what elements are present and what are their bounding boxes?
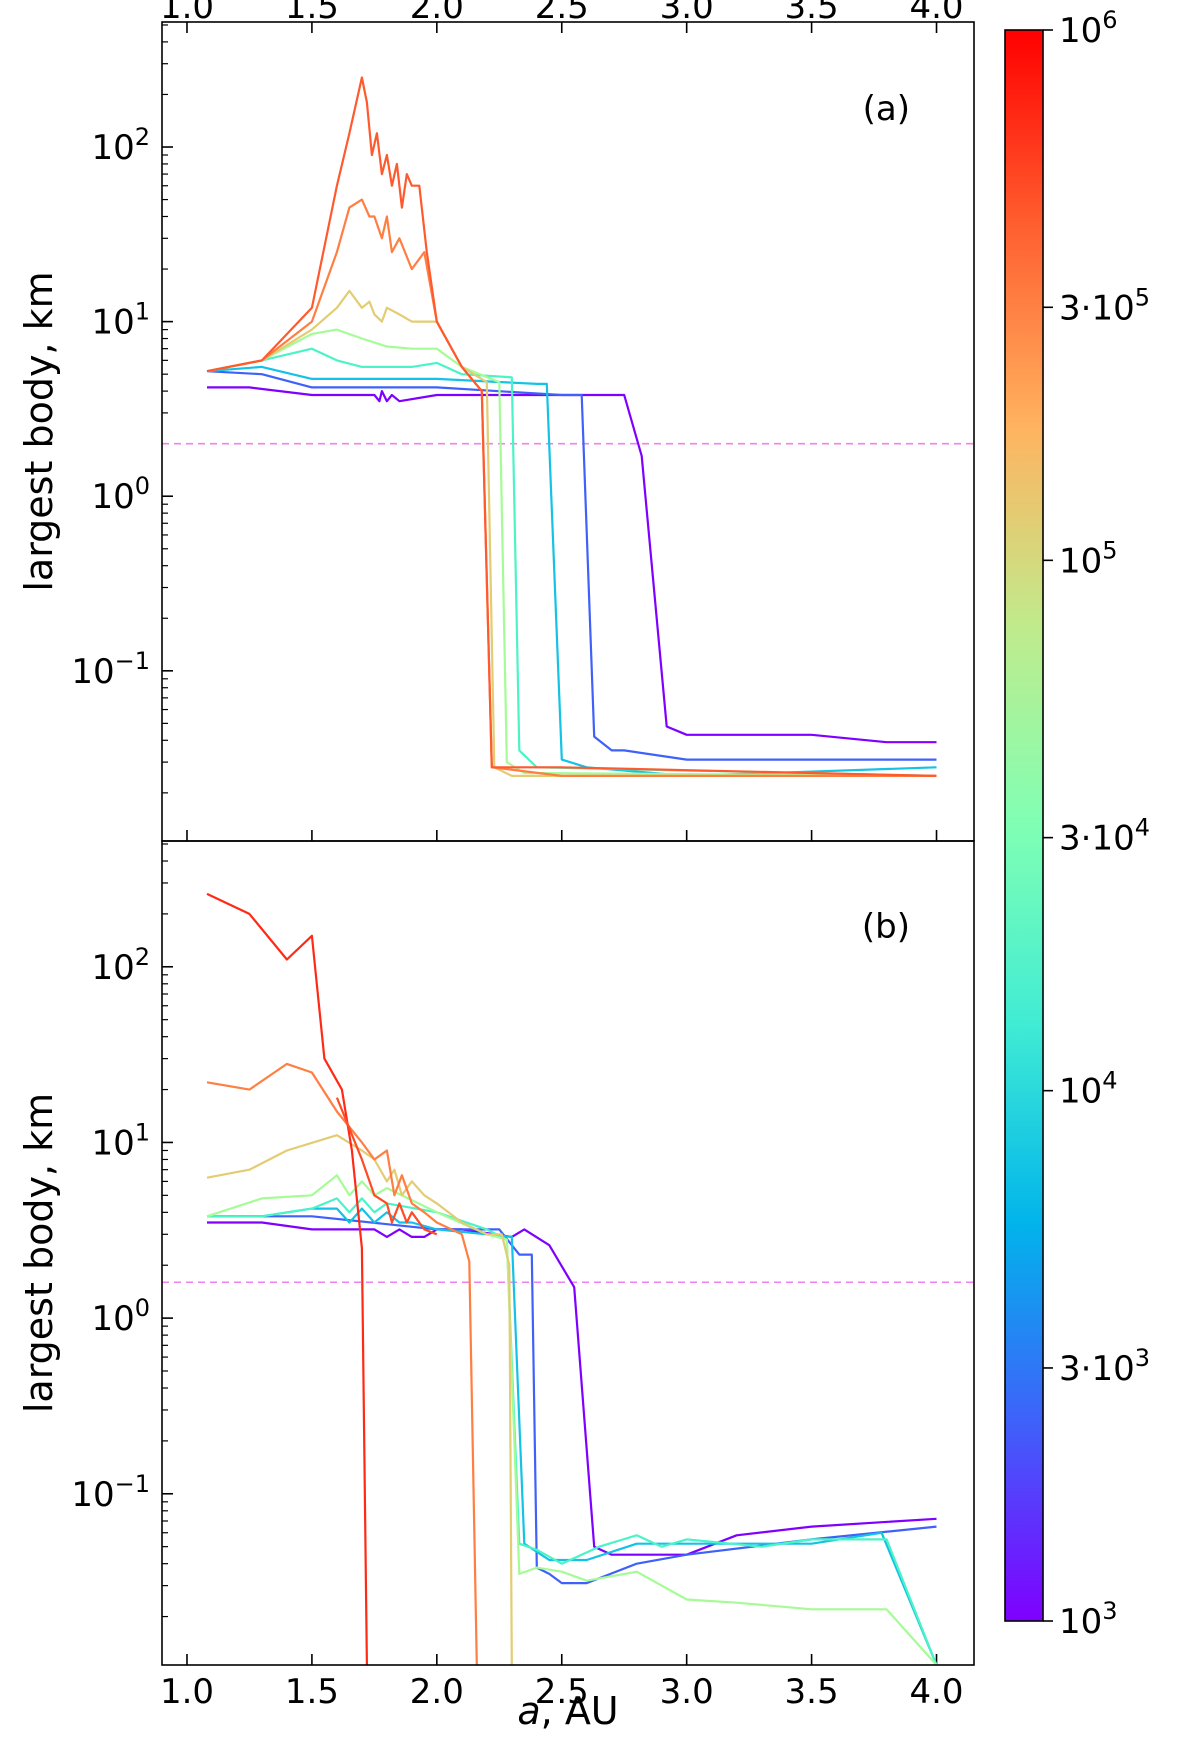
series-line (207, 1197, 938, 1665)
y-tick-label-base: 10 (91, 948, 134, 988)
colorbar-tick-label-base: 10 (1059, 11, 1102, 51)
y-tick-label: 102 (91, 123, 150, 168)
x-tick-label-top: 2.0 (410, 0, 464, 27)
colorbar-tick-label-base: 10 (1091, 288, 1134, 328)
y-tick-label-exp: 0 (135, 1294, 150, 1322)
series-line (206, 289, 937, 778)
colorbar-tick-label-base: 10 (1059, 1072, 1102, 1112)
series-line (206, 892, 368, 1665)
series-line (206, 370, 937, 761)
series-line (206, 365, 937, 778)
series-line (207, 1207, 938, 1665)
y-tick-label-base: 10 (71, 652, 114, 692)
colorbar-tick-label: 104 (1059, 1067, 1118, 1112)
x-axis-label: a, AU (517, 1689, 618, 1733)
colorbar-tick-label-exp: 5 (1102, 536, 1117, 564)
colorbar-tick-label-base: 10 (1059, 541, 1102, 581)
y-tick-label: 10−1 (71, 1470, 150, 1515)
colorbar-tick-label: 3·105 (1059, 283, 1150, 328)
colorbar-tick-label-prefix: 3· (1059, 288, 1091, 328)
y-tick-label-exp: −1 (115, 1470, 150, 1498)
y-tick-label-base: 10 (91, 1123, 134, 1163)
series-line (335, 1097, 438, 1236)
colorbar-tick-label-prefix: 3· (1059, 1349, 1091, 1389)
panel-label: (b) (862, 907, 910, 947)
colorbar-tick-label-base: 10 (1059, 1602, 1102, 1642)
y-axis-label: largest body, km (17, 1093, 61, 1413)
x-tick-label-bottom: 1.5 (285, 1672, 339, 1712)
x-tick-label-bottom: 2.5 (535, 1672, 589, 1712)
y-tick-label-base: 10 (91, 303, 134, 343)
x-tick-label-top: 3.5 (785, 0, 839, 27)
x-tick-label-bottom: 2.0 (410, 1672, 464, 1712)
colorbar-tick-label-exp: 3 (1135, 1344, 1150, 1372)
x-tick-label-top: 3.0 (660, 0, 714, 27)
colorbar-tick-label-exp: 3 (1102, 1597, 1117, 1625)
x-tick-label-top: 4.0 (909, 0, 963, 27)
series-group (206, 892, 938, 1665)
series-line (206, 1062, 478, 1665)
series-line (206, 1134, 513, 1665)
y-tick-label: 101 (91, 1118, 150, 1163)
colorbar-tick-label-exp: 5 (1135, 283, 1150, 311)
series-line (206, 347, 937, 777)
y-tick-label-exp: 2 (135, 943, 150, 971)
y-tick-label-base: 10 (91, 128, 134, 168)
y-tick-label: 10−1 (71, 647, 150, 692)
x-tick-label-top: 1.5 (285, 0, 339, 27)
x-tick-label-bottom: 1.0 (160, 1672, 214, 1712)
x-tick-label-bottom: 3.0 (660, 1672, 714, 1712)
x-axis-label-text: a, AU (517, 1689, 618, 1733)
y-tick-label-base: 10 (91, 477, 134, 517)
colorbar-tick-label-base: 10 (1091, 819, 1134, 859)
plot-frame (161, 840, 975, 1666)
y-tick-label-exp: 2 (135, 123, 150, 151)
series-line (206, 1174, 938, 1665)
series-group (206, 76, 937, 778)
y-tick-label-exp: 1 (135, 298, 150, 326)
series-line (207, 1215, 937, 1585)
series-line (207, 1221, 937, 1556)
colorbar-gradient (1004, 29, 1044, 1622)
colorbar-tick-label-prefix: 3· (1059, 819, 1091, 859)
y-tick-label: 100 (91, 472, 150, 517)
colorbar-tick-label: 3·104 (1059, 814, 1150, 859)
colorbar-tick-label-exp: 6 (1102, 6, 1117, 34)
x-tick-label-bottom: 4.0 (909, 1672, 963, 1712)
y-tick-label-exp: 0 (135, 472, 150, 500)
x-tick-label-bottom: 3.5 (785, 1672, 839, 1712)
x-axis-label-var: a (517, 1689, 540, 1733)
series-line (206, 76, 937, 777)
y-tick-label: 101 (91, 298, 150, 343)
y-tick-label-exp: −1 (115, 647, 150, 675)
series-line (207, 386, 937, 744)
y-tick-label: 102 (91, 943, 150, 988)
colorbar-tick-label-exp: 4 (1102, 1067, 1117, 1095)
y-tick-label-base: 10 (91, 1299, 134, 1339)
colorbar-tick-label: 103 (1059, 1597, 1118, 1642)
y-tick-label: 100 (91, 1294, 150, 1339)
plot-frame (161, 21, 975, 842)
colorbar-tick-label: 106 (1059, 6, 1118, 51)
panel-label: (a) (863, 89, 910, 129)
y-tick-label-base: 10 (71, 1475, 114, 1515)
colorbar-tick-label-exp: 4 (1135, 814, 1150, 842)
y-axis-label: largest body, km (17, 271, 61, 591)
series-line (206, 328, 937, 777)
x-tick-label-top: 1.0 (160, 0, 214, 27)
x-tick-label-top: 2.5 (535, 0, 589, 27)
colorbar-tick-label: 105 (1059, 536, 1118, 581)
colorbar-tick-label: 3·103 (1059, 1344, 1150, 1389)
y-tick-label-exp: 1 (135, 1118, 150, 1146)
colorbar-tick-label-base: 10 (1091, 1349, 1134, 1389)
x-axis-label-unit: , AU (541, 1689, 619, 1733)
